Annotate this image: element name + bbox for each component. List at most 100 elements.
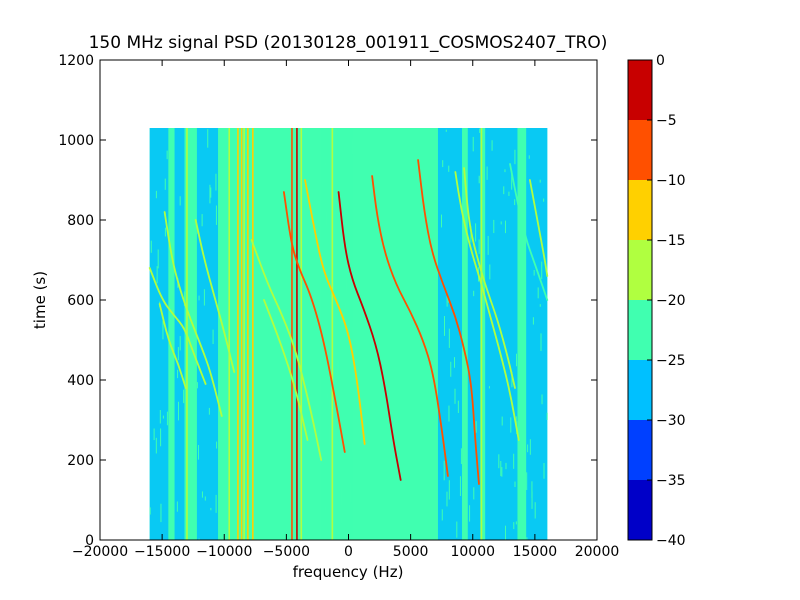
doppler-trace: [148, 267, 207, 385]
noise-speck: [541, 394, 543, 405]
noise-speck: [543, 462, 545, 479]
y-tick-label: 1000: [58, 133, 94, 149]
noise-speck: [505, 462, 507, 470]
noise-speck: [456, 521, 458, 538]
noise-speck: [528, 155, 530, 159]
noise-speck: [210, 187, 212, 198]
noise-speck: [472, 136, 474, 152]
colorbar: 0 −5 −10 −15 −20 −25 −30 −35 −40: [627, 53, 686, 549]
noise-speck: [349, 482, 351, 503]
noise-speck: [349, 358, 351, 367]
colorbar-bin: [628, 120, 652, 180]
colorbar-tick-label: −40: [656, 533, 686, 549]
doppler-trace: [158, 303, 187, 389]
noise-speck: [216, 441, 218, 449]
noise-speck: [327, 393, 329, 399]
noise-speck: [504, 169, 506, 173]
noise-band: [149, 128, 169, 540]
noise-speck: [527, 444, 529, 453]
colorbar-tick-label: −20: [656, 293, 686, 309]
noise-speck: [204, 496, 206, 501]
noise-speck: [533, 269, 535, 276]
noise-speck: [155, 437, 157, 454]
x-tick-label: 5000: [393, 544, 429, 560]
y-tick-label: 800: [67, 213, 94, 229]
noise-speck: [489, 264, 491, 280]
noise-speck: [322, 184, 324, 188]
noise-speck: [215, 173, 217, 191]
doppler-trace: [250, 239, 323, 461]
noise-speck: [534, 502, 536, 519]
noise-speck: [324, 162, 326, 166]
noise-speck: [504, 220, 506, 234]
noise-speck: [516, 353, 518, 367]
noise-speck: [511, 371, 513, 388]
doppler-trace: [304, 179, 366, 445]
noise-band: [196, 128, 219, 540]
noise-speck: [212, 329, 214, 344]
noise-speck: [155, 190, 157, 199]
x-tick-label: 0: [344, 544, 353, 560]
noise-speck: [162, 415, 164, 419]
noise-speck: [166, 411, 168, 426]
noise-speck: [459, 476, 461, 497]
noise-speck: [526, 537, 528, 540]
noise-speck: [210, 507, 212, 511]
noise-speck: [473, 487, 475, 500]
y-tick-label: 0: [85, 533, 94, 549]
noise-speck: [479, 128, 481, 133]
noise-speck: [539, 304, 541, 307]
colorbar-tick-label: −35: [656, 473, 686, 489]
noise-speck: [150, 240, 152, 253]
noise-speck: [352, 138, 354, 155]
noise-speck: [177, 347, 179, 361]
noise-speck: [203, 289, 205, 306]
noise-speck: [500, 221, 502, 225]
y-tick-label: 200: [67, 453, 94, 469]
colorbar-tick-label: 0: [656, 53, 665, 69]
colorbar-tick-label: −25: [656, 353, 686, 369]
noise-band: [174, 128, 185, 540]
noise-speck: [478, 175, 480, 184]
noise-speck: [215, 205, 217, 225]
noise-speck: [532, 317, 534, 325]
noise-speck: [149, 507, 151, 515]
noise-speck: [350, 502, 352, 518]
noise-speck: [198, 538, 200, 540]
noise-speck: [159, 410, 161, 424]
noise-speck: [328, 399, 330, 410]
noise-speck: [500, 460, 502, 477]
noise-speck: [513, 453, 515, 469]
noise-speck: [498, 454, 500, 469]
noise-speck: [164, 178, 166, 190]
noise-speck: [546, 412, 548, 420]
noise-speck: [338, 359, 340, 371]
doppler-trace: [282, 191, 346, 453]
noise-speck: [541, 261, 543, 280]
noise-speck: [443, 460, 445, 481]
noise-speck: [504, 525, 506, 540]
noise-speck: [514, 149, 516, 165]
x-axis: −20000 −15000 −10000 −5000 0 5000 10000 15000 20…: [72, 60, 619, 560]
noise-speck: [325, 211, 327, 226]
noise-speck: [176, 501, 178, 512]
noise-speck: [445, 129, 447, 132]
doppler-trace: [509, 163, 549, 301]
noise-band: [526, 128, 548, 540]
noise-speck: [215, 494, 217, 513]
x-tick-label: −15000: [134, 544, 190, 560]
noise-speck: [323, 446, 325, 464]
noise-speck: [446, 491, 448, 507]
noise-speck: [486, 166, 488, 180]
doppler-trace: [454, 171, 520, 441]
noise-speck: [183, 389, 185, 404]
noise-speck: [335, 196, 337, 211]
colorbar-bin: [628, 480, 652, 540]
noise-speck: [478, 239, 480, 254]
noise-speck: [344, 302, 346, 308]
doppler-trace: [529, 179, 549, 277]
noise-speck: [454, 357, 456, 368]
noise-speck: [510, 417, 512, 433]
